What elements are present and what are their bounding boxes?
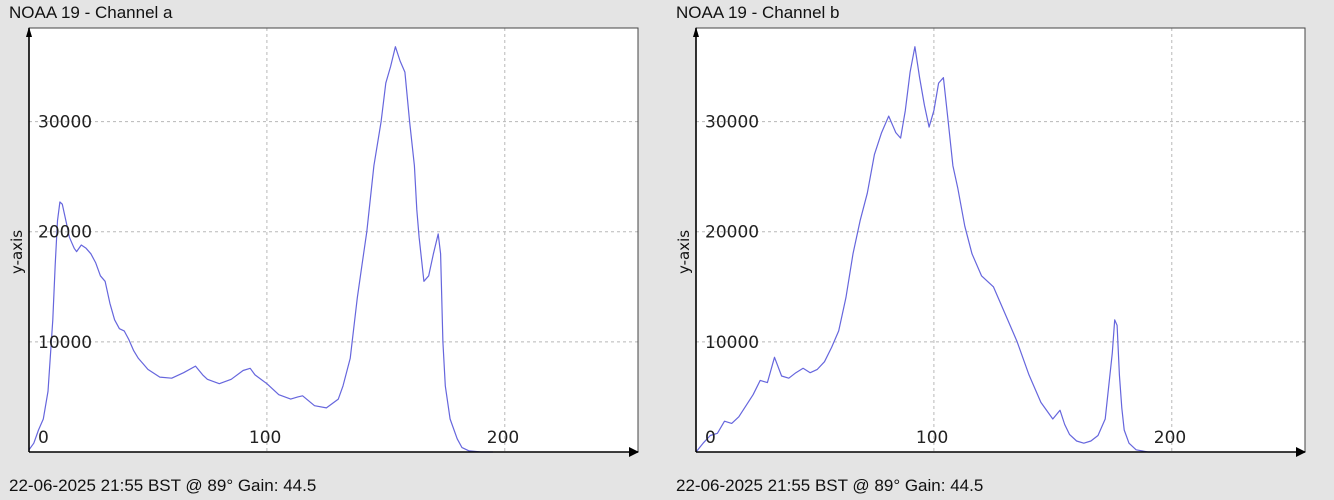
chart-footer-status: 22-06-2025 21:55 BST @ 89° Gain: 44.5 <box>9 476 317 495</box>
series-line <box>28 46 493 453</box>
y-tick-label: 10000 <box>705 333 759 353</box>
series-line <box>695 46 1160 453</box>
x-tick-label: 0 <box>38 428 49 448</box>
x-axis-arrow <box>1296 447 1306 457</box>
x-tick-label: 200 <box>1154 428 1186 448</box>
y-tick-label: 30000 <box>705 113 759 133</box>
x-axis-arrow <box>629 447 639 457</box>
x-tick-label: 200 <box>487 428 519 448</box>
chart-panel-channel-a: NOAA 19 - Channel a 0 100 200 10000 20000 300… <box>8 3 639 495</box>
y-axis-label: y-axis <box>675 230 693 274</box>
x-tick-label: 0 <box>705 428 716 448</box>
plot-area <box>29 28 638 452</box>
chart-panel-channel-b: NOAA 19 - Channel b 0 100 200 10000 20000 300… <box>667 0 1334 500</box>
y-tick-label: 20000 <box>38 223 92 243</box>
chart-footer-status: 22-06-2025 21:55 BST @ 89° Gain: 44.5 <box>676 476 984 495</box>
line-chart: 0 100 200 10000 20000 30000 y-axis <box>8 27 639 457</box>
x-tick-label: 100 <box>916 428 948 448</box>
x-tick-label: 100 <box>249 428 281 448</box>
y-axis-arrow <box>26 27 32 37</box>
plot-area <box>696 28 1305 452</box>
y-tick-label: 20000 <box>705 223 759 243</box>
plot-frame <box>696 27 1306 452</box>
y-axis-arrow <box>693 27 699 37</box>
y-axis-label: y-axis <box>8 230 26 274</box>
chart-title: NOAA 19 - Channel a <box>9 3 173 22</box>
line-chart: 0 100 200 10000 20000 30000 y-axis <box>675 27 1306 457</box>
chart-title: NOAA 19 - Channel b <box>676 3 840 22</box>
plot-frame <box>29 27 639 452</box>
y-tick-label: 30000 <box>38 113 92 133</box>
y-tick-label: 10000 <box>38 333 92 353</box>
